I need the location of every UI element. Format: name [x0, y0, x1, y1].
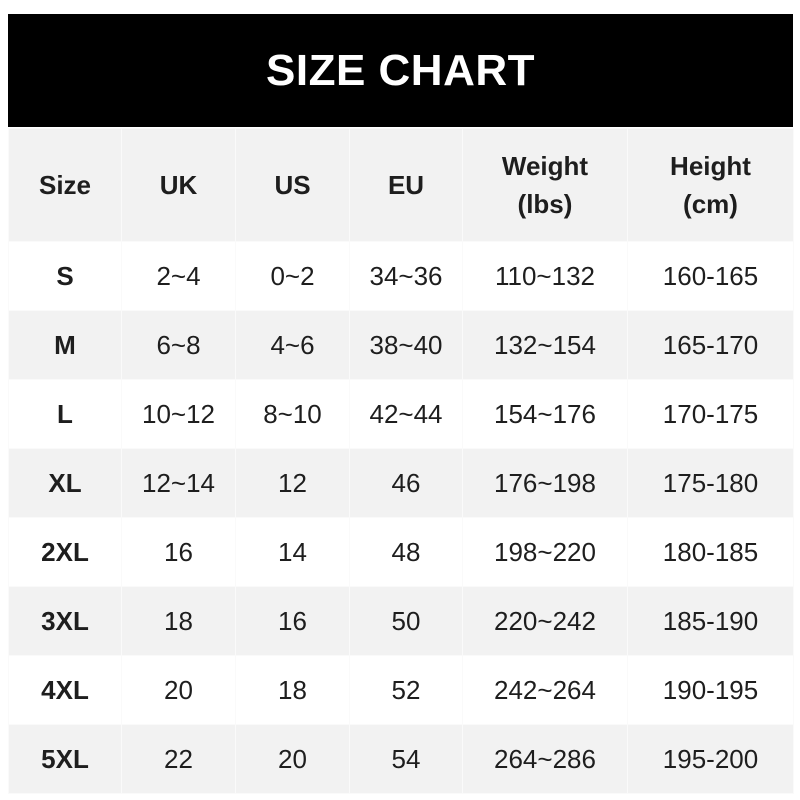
- cell-uk: 10~12: [121, 379, 236, 449]
- table-row: XL 12~14 12 46 176~198 175-180: [8, 448, 794, 518]
- cell-size: 2XL: [8, 517, 122, 587]
- cell-height: 170-175: [627, 379, 794, 449]
- cell-weight: 110~132: [462, 241, 628, 311]
- cell-uk: 22: [121, 724, 236, 794]
- cell-us: 18: [235, 655, 350, 725]
- header-eu: EU: [349, 128, 463, 242]
- cell-eu: 42~44: [349, 379, 463, 449]
- cell-weight: 198~220: [462, 517, 628, 587]
- cell-size: 3XL: [8, 586, 122, 656]
- table-row: S 2~4 0~2 34~36 110~132 160-165: [8, 241, 794, 311]
- table-row: 4XL 20 18 52 242~264 190-195: [8, 655, 794, 725]
- table-row: 2XL 16 14 48 198~220 180-185: [8, 517, 794, 587]
- cell-eu: 48: [349, 517, 463, 587]
- cell-height: 185-190: [627, 586, 794, 656]
- cell-us: 20: [235, 724, 350, 794]
- cell-us: 16: [235, 586, 350, 656]
- cell-height: 175-180: [627, 448, 794, 518]
- table-row: 5XL 22 20 54 264~286 195-200: [8, 724, 794, 794]
- page-title: SIZE CHART: [266, 45, 535, 95]
- header-us: US: [235, 128, 350, 242]
- cell-weight: 132~154: [462, 310, 628, 380]
- cell-size: 5XL: [8, 724, 122, 794]
- header-weight: Weight (lbs): [462, 128, 628, 242]
- cell-eu: 50: [349, 586, 463, 656]
- cell-uk: 20: [121, 655, 236, 725]
- cell-us: 0~2: [235, 241, 350, 311]
- cell-uk: 16: [121, 517, 236, 587]
- cell-size: 4XL: [8, 655, 122, 725]
- cell-uk: 18: [121, 586, 236, 656]
- table-row: 3XL 18 16 50 220~242 185-190: [8, 586, 794, 656]
- size-chart-table: Size UK US EU Weight (lbs) Height (cm) S…: [8, 128, 794, 794]
- cell-weight: 154~176: [462, 379, 628, 449]
- cell-size: XL: [8, 448, 122, 518]
- cell-size: M: [8, 310, 122, 380]
- cell-height: 165-170: [627, 310, 794, 380]
- cell-uk: 2~4: [121, 241, 236, 311]
- cell-weight: 176~198: [462, 448, 628, 518]
- cell-eu: 46: [349, 448, 463, 518]
- cell-height: 190-195: [627, 655, 794, 725]
- cell-us: 14: [235, 517, 350, 587]
- cell-us: 12: [235, 448, 350, 518]
- cell-size: S: [8, 241, 122, 311]
- header-uk: UK: [121, 128, 236, 242]
- title-banner: SIZE CHART: [8, 14, 793, 127]
- cell-eu: 54: [349, 724, 463, 794]
- cell-uk: 12~14: [121, 448, 236, 518]
- header-row: Size UK US EU Weight (lbs) Height (cm): [8, 128, 794, 242]
- cell-height: 160-165: [627, 241, 794, 311]
- cell-us: 4~6: [235, 310, 350, 380]
- cell-eu: 34~36: [349, 241, 463, 311]
- cell-eu: 38~40: [349, 310, 463, 380]
- cell-eu: 52: [349, 655, 463, 725]
- cell-weight: 264~286: [462, 724, 628, 794]
- cell-height: 180-185: [627, 517, 794, 587]
- table-row: L 10~12 8~10 42~44 154~176 170-175: [8, 379, 794, 449]
- cell-uk: 6~8: [121, 310, 236, 380]
- header-height: Height (cm): [627, 128, 794, 242]
- cell-height: 195-200: [627, 724, 794, 794]
- cell-weight: 242~264: [462, 655, 628, 725]
- table-row: M 6~8 4~6 38~40 132~154 165-170: [8, 310, 794, 380]
- header-size: Size: [8, 128, 122, 242]
- cell-size: L: [8, 379, 122, 449]
- cell-weight: 220~242: [462, 586, 628, 656]
- cell-us: 8~10: [235, 379, 350, 449]
